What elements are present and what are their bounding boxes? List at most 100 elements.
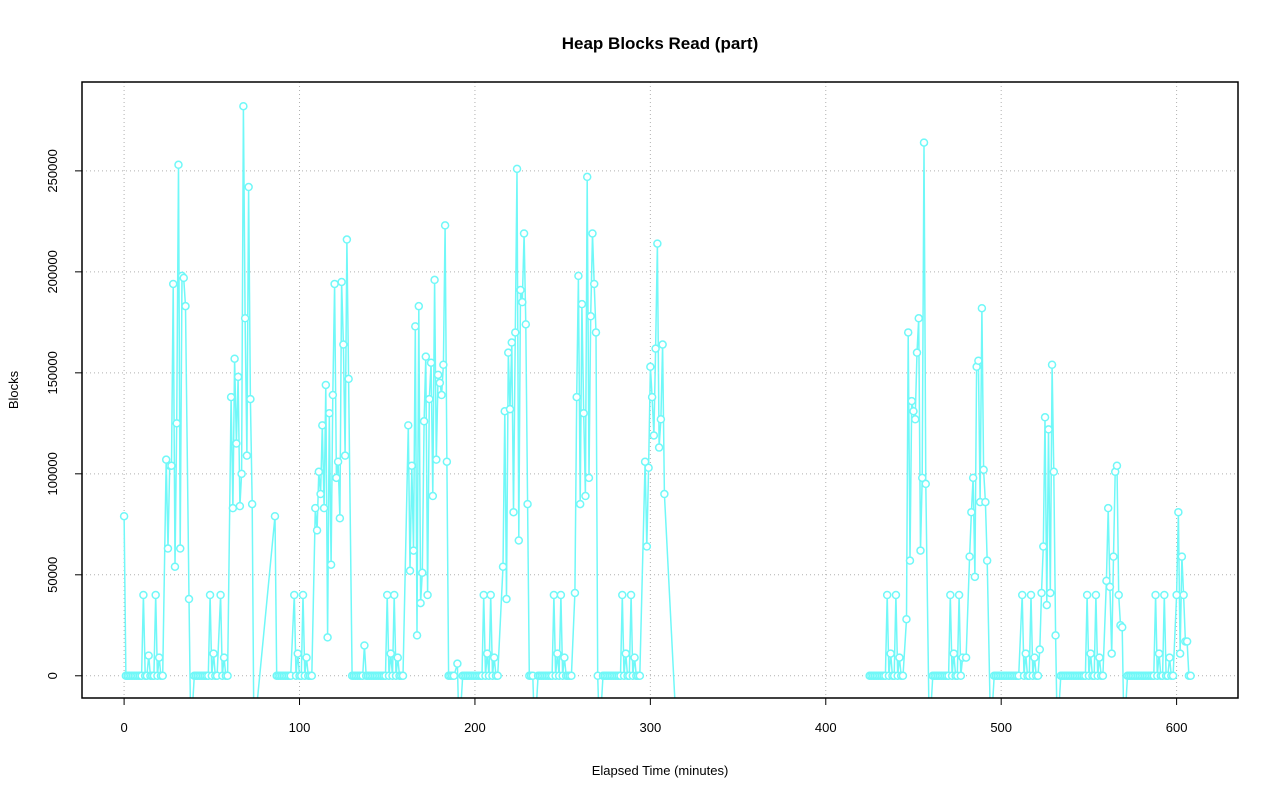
- data-point: [412, 631, 422, 640]
- data-point: [1049, 467, 1059, 477]
- data-point: [449, 671, 459, 681]
- data-point: [1154, 649, 1164, 658]
- data-point: [270, 511, 280, 521]
- data-point: [882, 590, 892, 600]
- data-point: [658, 340, 667, 349]
- data-point: [175, 544, 185, 553]
- data-point: [360, 641, 369, 650]
- data-point: [519, 229, 529, 238]
- data-point: [902, 614, 911, 624]
- data-point: [235, 501, 245, 511]
- data-point: [168, 279, 178, 289]
- data-point: [330, 279, 339, 289]
- data-point: [518, 297, 527, 307]
- data-point: [418, 568, 427, 578]
- data-point: [1165, 653, 1174, 662]
- data-point: [589, 279, 599, 289]
- data-point: [507, 338, 517, 347]
- data-point: [411, 322, 420, 331]
- y-tick-label: 0: [45, 672, 60, 679]
- data-point: [240, 314, 250, 323]
- data-point: [1172, 590, 1181, 600]
- data-point: [1160, 590, 1169, 600]
- data-point: [549, 590, 559, 600]
- data-point: [970, 572, 980, 582]
- data-point: [419, 417, 429, 426]
- data-point: [398, 671, 408, 681]
- data-point: [582, 172, 592, 182]
- data-point: [119, 511, 129, 521]
- data-point: [239, 101, 248, 111]
- data-point: [437, 390, 446, 400]
- data-point: [905, 556, 915, 565]
- data-point: [1021, 649, 1030, 658]
- x-tick-label: 600: [1166, 720, 1188, 735]
- y-tick-label: 250000: [45, 149, 60, 192]
- data-point: [316, 489, 325, 499]
- data-point: [1082, 590, 1092, 600]
- data-point: [1107, 649, 1116, 658]
- y-axis-label: Blocks: [6, 370, 21, 409]
- data-point: [584, 473, 594, 483]
- data-point: [290, 590, 299, 600]
- x-tick-label: 0: [120, 720, 127, 735]
- x-tick-label: 500: [990, 720, 1012, 735]
- data-point: [1105, 582, 1115, 592]
- data-point: [337, 277, 346, 287]
- data-point: [511, 328, 520, 337]
- data-point: [161, 455, 171, 464]
- data-point: [907, 396, 916, 406]
- data-point: [981, 497, 990, 507]
- data-point: [502, 594, 511, 604]
- data-point: [574, 271, 583, 281]
- data-point: [916, 546, 925, 555]
- data-point: [158, 671, 167, 681]
- data-point: [228, 503, 238, 513]
- data-point: [216, 590, 225, 600]
- data-point: [246, 394, 255, 404]
- data-point: [1102, 576, 1111, 586]
- data-point: [968, 473, 978, 483]
- data-point: [626, 590, 636, 600]
- data-point: [1174, 507, 1183, 517]
- data-point: [302, 653, 311, 662]
- data-point: [1039, 542, 1048, 551]
- data-point: [1037, 588, 1046, 598]
- data-point: [237, 469, 246, 479]
- data-point: [914, 314, 923, 323]
- data-point: [407, 461, 417, 470]
- data-point: [1095, 653, 1104, 662]
- data-point: [382, 590, 392, 600]
- data-point: [151, 590, 160, 600]
- data-point: [174, 160, 183, 170]
- data-point: [586, 312, 595, 321]
- data-point: [1051, 631, 1060, 640]
- data-point: [312, 526, 322, 535]
- data-point: [209, 649, 218, 658]
- data-point: [1044, 425, 1053, 434]
- x-tick-label: 100: [289, 720, 311, 735]
- data-point: [439, 360, 448, 370]
- data-point: [307, 671, 317, 681]
- data-point: [167, 461, 176, 470]
- data-point: [414, 301, 424, 311]
- data-point: [1086, 649, 1095, 658]
- y-tick-label: 200000: [45, 250, 60, 293]
- data-point: [1030, 653, 1039, 662]
- data-point: [154, 653, 164, 662]
- data-point: [247, 499, 257, 509]
- data-point: [1182, 637, 1192, 646]
- data-point: [656, 415, 666, 424]
- data-point: [1114, 590, 1123, 600]
- data-point: [1177, 552, 1187, 561]
- data-point: [1035, 645, 1045, 654]
- data-point: [567, 671, 576, 681]
- data-point: [432, 455, 441, 464]
- data-point: [498, 562, 508, 571]
- data-point: [181, 301, 190, 311]
- data-point: [226, 392, 236, 402]
- data-point: [912, 348, 922, 357]
- data-point: [184, 594, 194, 604]
- data-point: [163, 544, 173, 553]
